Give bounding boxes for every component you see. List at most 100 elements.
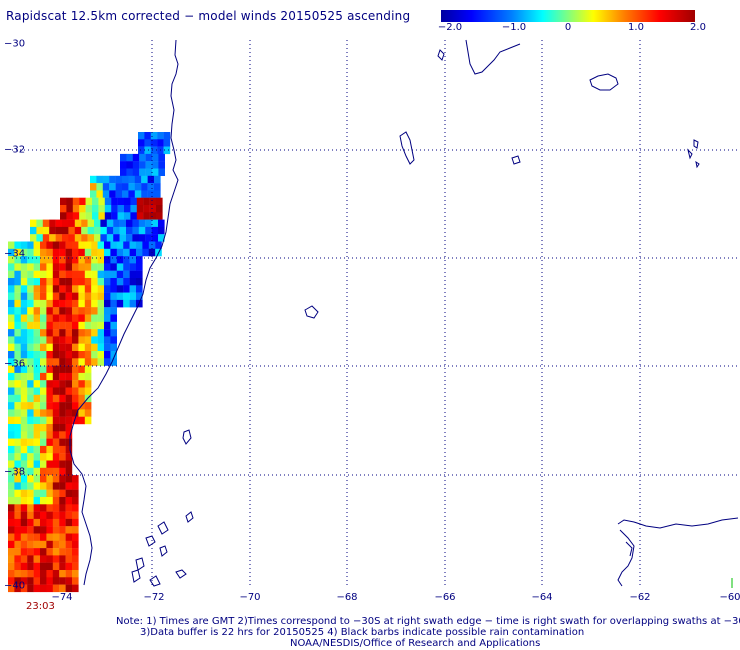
wind-cell: [52, 387, 60, 395]
wind-cell: [14, 548, 21, 556]
color-scale-bar: [441, 10, 695, 22]
wind-cell: [128, 183, 135, 191]
wind-cell: [65, 351, 73, 359]
wind-cell: [110, 285, 117, 293]
wind-cell: [100, 226, 107, 235]
wind-cell: [156, 197, 163, 206]
wind-cell: [65, 248, 73, 257]
wind-cell: [40, 343, 47, 352]
wind-cell: [20, 372, 28, 381]
wind-cell: [27, 351, 34, 359]
wind-cell: [14, 380, 21, 388]
wind-cell: [8, 409, 15, 417]
wind-cell: [78, 241, 85, 249]
wind-cell: [52, 314, 60, 322]
wind-cell: [84, 329, 92, 337]
wind-cell: [110, 329, 117, 337]
wind-cell: [59, 285, 66, 293]
coastlines: [69, 39, 739, 588]
wind-cell: [129, 263, 137, 271]
wind-cell: [94, 219, 101, 228]
wind-cell: [49, 234, 56, 242]
wind-cell: [8, 533, 15, 541]
wind-cell: [20, 307, 28, 315]
wind-cell: [84, 409, 92, 417]
wind-cell: [40, 372, 47, 381]
wind-cell: [20, 256, 28, 264]
footnote-line-1: Note: 1) Times are GMT 2)Times correspon…: [116, 616, 740, 627]
wind-cell: [27, 570, 34, 578]
wind-cell: [46, 453, 53, 461]
wind-cell: [117, 197, 125, 206]
wind-cell: [14, 299, 21, 308]
wind-cell: [27, 394, 34, 403]
wind-cell: [59, 314, 66, 322]
wind-cell: [40, 409, 47, 417]
wind-cell: [113, 234, 120, 242]
wind-cell: [52, 292, 60, 301]
wind-cell: [20, 358, 28, 366]
wind-cell: [72, 562, 79, 571]
wind-cell: [14, 540, 21, 549]
wind-cell: [14, 292, 21, 301]
wind-cell: [138, 234, 146, 242]
wind-cell: [46, 285, 53, 293]
wind-cell: [14, 241, 21, 249]
wind-cell: [97, 256, 105, 264]
wind-cell: [65, 482, 73, 490]
wind-cell: [59, 540, 66, 549]
wind-cell: [27, 562, 34, 571]
wind-cell: [8, 365, 15, 374]
wind-cell: [49, 219, 56, 228]
wind-cell: [52, 577, 60, 585]
wind-cell: [60, 212, 67, 220]
wind-cell: [46, 555, 53, 563]
wind-cell: [104, 256, 111, 264]
wind-cell: [116, 256, 124, 264]
wind-cell: [40, 248, 47, 257]
wind-cell: [46, 482, 53, 490]
wind-cell: [14, 424, 21, 432]
lake-outline: [437, 49, 445, 61]
wind-cell: [102, 183, 110, 191]
wind-cell: [145, 219, 152, 228]
wind-cell: [33, 453, 41, 461]
wind-cell: [116, 299, 124, 308]
wind-cell: [8, 416, 15, 425]
wind-cell: [113, 226, 120, 235]
wind-cell: [151, 234, 159, 242]
wind-cell: [46, 416, 53, 425]
wind-cell: [123, 292, 130, 301]
wind-cell: [124, 197, 131, 206]
wind-cell: [129, 256, 137, 264]
wind-cell: [115, 183, 123, 191]
wind-cell: [33, 504, 41, 512]
wind-cell: [20, 467, 28, 476]
wind-cell: [149, 212, 157, 220]
wind-cell: [14, 256, 21, 264]
wind-cell: [78, 329, 85, 337]
wind-cell: [40, 570, 47, 578]
wind-cell: [116, 241, 124, 249]
wind-cell: [68, 219, 75, 228]
wind-cell: [8, 540, 15, 549]
wind-cell: [124, 205, 131, 213]
wind-cell: [104, 343, 111, 352]
wind-cell: [55, 219, 63, 228]
wind-cell: [40, 577, 47, 585]
wind-cell: [27, 380, 34, 388]
wind-cell: [46, 562, 53, 571]
wind-cell: [20, 540, 28, 549]
lon-label: −60: [719, 592, 740, 603]
wind-cell: [52, 555, 60, 563]
wind-cell: [27, 475, 34, 483]
peninsula-outline: [617, 529, 635, 587]
wind-cell: [65, 365, 73, 374]
wind-cell: [72, 548, 79, 556]
wind-cell: [154, 183, 161, 191]
wind-cell: [27, 416, 34, 425]
wind-cell: [14, 372, 21, 381]
wind-cell: [59, 482, 66, 490]
wind-cell: [85, 197, 93, 206]
wind-cell: [46, 387, 53, 395]
